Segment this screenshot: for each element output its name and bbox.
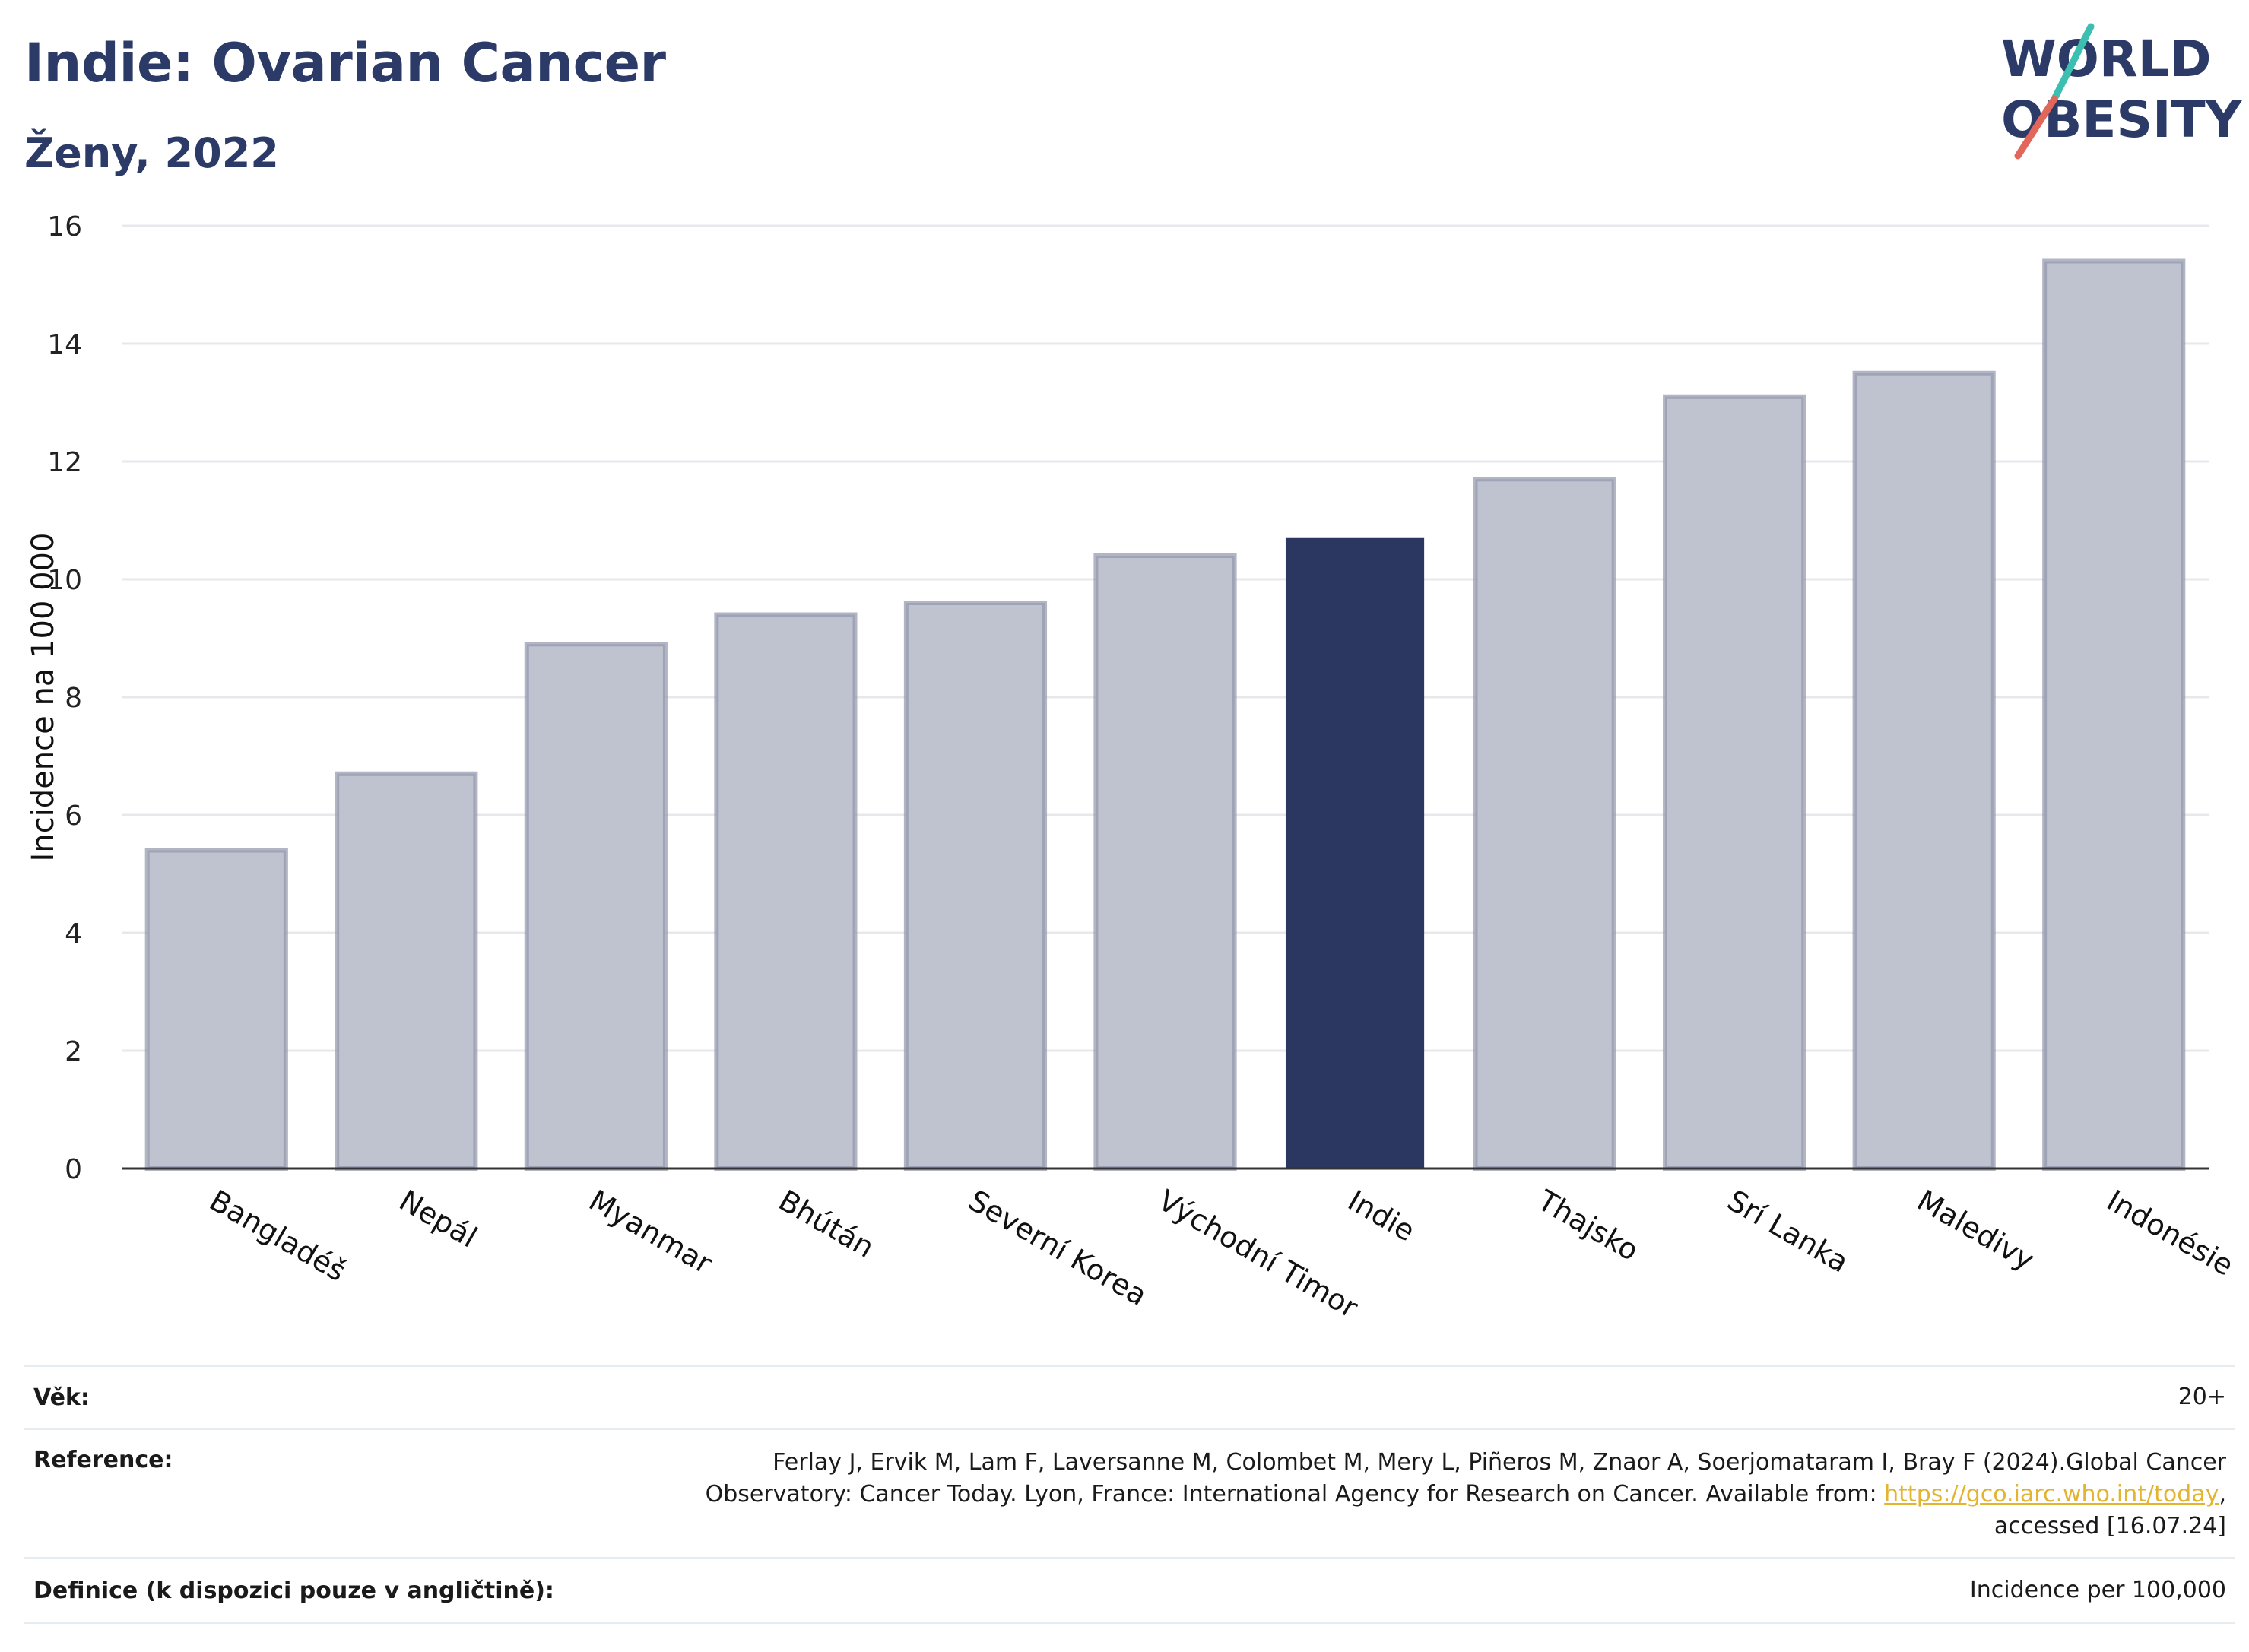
y-axis-title: Incidence na 100 000 <box>26 533 61 862</box>
age-label: Věk: <box>33 1384 90 1411</box>
x-tick-label: Východní Timor <box>1153 1184 1364 1325</box>
y-tick-label: 16 <box>47 211 82 243</box>
x-tick-label: Myanmar <box>583 1184 718 1281</box>
y-tick-label: 8 <box>65 683 82 714</box>
bar-Thajsko <box>1473 477 1616 1171</box>
reference-link[interactable]: https://gco.iarc.who.int/today <box>1884 1481 2219 1508</box>
reference-line3: accessed [16.07.24] <box>1994 1513 2226 1539</box>
bar-Bangladéš <box>144 848 288 1171</box>
x-tick-label: Indonésie <box>2101 1184 2239 1283</box>
logo-line1: WORLD <box>2001 30 2212 88</box>
bar-Bhútán <box>714 612 858 1171</box>
y-tick-label: 6 <box>65 801 82 832</box>
age-row: Věk: 20+ <box>24 1365 2235 1428</box>
chart-title: Indie: Ovarian Cancer <box>24 32 666 94</box>
y-tick-label: 2 <box>65 1036 82 1067</box>
bar-Myanmar <box>524 642 668 1171</box>
x-tick-label: Bhútán <box>773 1184 880 1264</box>
y-tick-label: 0 <box>65 1154 82 1185</box>
x-tick-label: Srí Lanka <box>1722 1184 1854 1279</box>
reference-line1: Ferlay J, Ervik M, Lam F, Laversanne M, … <box>772 1449 2226 1476</box>
y-tick-label: 10 <box>47 565 82 596</box>
x-tick-label: Severní Korea <box>963 1184 1153 1312</box>
definition-row: Definice (k dispozici pouze v angličtině… <box>24 1557 2235 1624</box>
bar-Indonésie <box>2042 258 2186 1171</box>
bar-Maledivy <box>1852 370 1996 1171</box>
y-tick-label: 4 <box>65 918 82 950</box>
reference-value: Ferlay J, Ervik M, Lam F, Laversanne M, … <box>706 1447 2226 1543</box>
bar-Východní Timor <box>1093 553 1237 1171</box>
chart-subtitle: Ženy, 2022 <box>24 129 279 177</box>
x-tick-label: Maledivy <box>1911 1184 2040 1277</box>
y-tick-label: 12 <box>47 447 82 478</box>
reference-row: Reference: Ferlay J, Ervik M, Lam F, Lav… <box>24 1428 2235 1557</box>
reference-line2-end: , <box>2219 1481 2226 1508</box>
bar-Nepál <box>335 771 478 1171</box>
definition-label: Definice (k dispozici pouze v angličtině… <box>33 1577 554 1604</box>
x-tick-label: Thajsko <box>1531 1183 1644 1267</box>
world-obesity-logo: WORLD OBESITY <box>2001 23 2243 160</box>
reference-label: Reference: <box>33 1447 173 1473</box>
age-value: 20+ <box>2178 1384 2226 1410</box>
y-tick-label: 14 <box>47 329 82 360</box>
bar-Srí Lanka <box>1663 394 1806 1171</box>
bar-Severní Korea <box>903 601 1048 1171</box>
bar-chart: 0 2 4 6 8 10 12 14 16 Bangladéš Nepál Myanmar Bhútán… <box>26 211 2239 1325</box>
reference-line2: Observatory: Cancer Today. Lyon, France:… <box>705 1481 1885 1508</box>
info-table: Věk: 20+ Reference: Ferlay J, Ervik M, L… <box>24 1365 2235 1624</box>
x-tick-label: Indie <box>1343 1184 1421 1248</box>
x-tick-label: Bangladéš <box>204 1184 351 1288</box>
definition-value: Incidence per 100,000 <box>1969 1577 2226 1603</box>
bar-Indie <box>1285 537 1425 1168</box>
x-tick-label: Nepál <box>394 1184 483 1254</box>
